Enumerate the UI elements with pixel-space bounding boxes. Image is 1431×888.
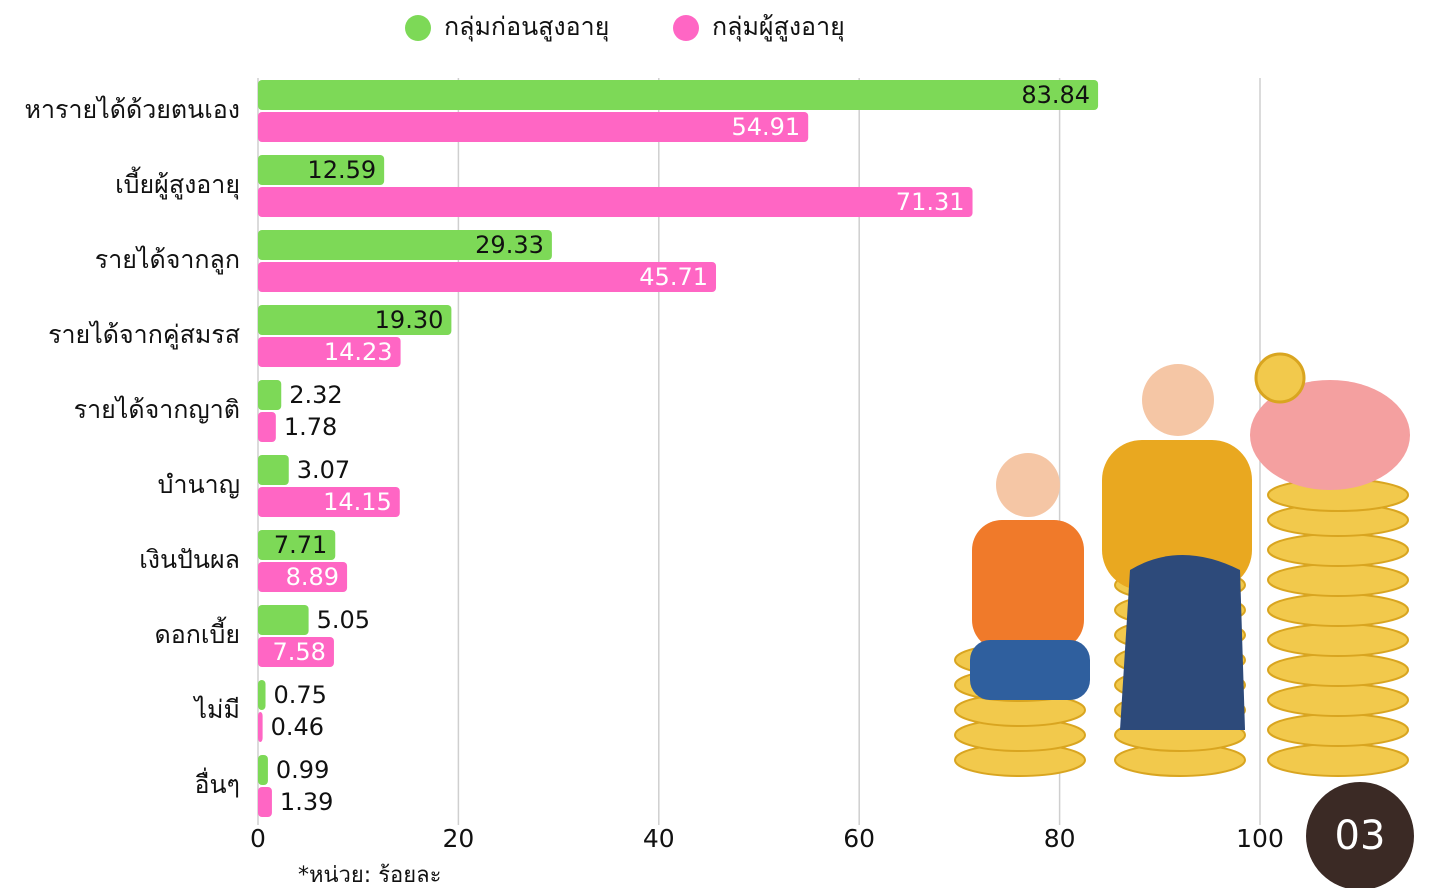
legend-marker — [673, 15, 699, 41]
bar — [258, 530, 336, 560]
bar — [258, 562, 348, 592]
bar — [258, 230, 552, 260]
bar — [258, 262, 717, 292]
x-tick-label: 20 — [442, 824, 474, 853]
category-label: หารายได้ด้วยตนเอง — [25, 95, 240, 124]
bar — [258, 305, 452, 335]
bar — [258, 80, 1099, 110]
value-label: 3.07 — [297, 456, 350, 484]
value-label: 1.78 — [284, 413, 337, 441]
category-label: เงินปันผล — [139, 545, 240, 574]
value-label: 54.91 — [731, 113, 800, 141]
bar — [258, 712, 263, 742]
bar — [258, 755, 268, 785]
value-label: 29.33 — [475, 231, 544, 259]
category-label: ไม่มี — [192, 695, 240, 724]
bar — [258, 605, 309, 635]
category-label: เบี้ยผู้สูงอายุ — [115, 166, 240, 200]
value-label: 0.99 — [276, 756, 329, 784]
category-label: รายได้จากคู่สมรส — [48, 320, 240, 350]
category-label: รายได้จากญาติ — [74, 395, 240, 424]
bar — [258, 337, 401, 367]
bar — [258, 455, 289, 485]
value-label: 7.58 — [273, 638, 326, 666]
value-label: 1.39 — [280, 788, 333, 816]
value-label: 71.31 — [896, 188, 965, 216]
value-label: 8.89 — [286, 563, 339, 591]
x-tick-label: 80 — [1044, 824, 1076, 853]
value-label: 45.71 — [639, 263, 708, 291]
value-label: 0.75 — [274, 681, 327, 709]
bar — [258, 412, 276, 442]
bar — [258, 155, 385, 185]
bar — [258, 380, 282, 410]
value-label: 2.32 — [289, 381, 342, 409]
value-label: 19.30 — [375, 306, 444, 334]
category-label: บำนาญ — [158, 470, 240, 499]
x-tick-label: 60 — [843, 824, 875, 853]
legend-label: กลุ่มผู้สูงอายุ — [712, 12, 845, 42]
value-label: 12.59 — [307, 156, 376, 184]
value-label: 5.05 — [317, 606, 370, 634]
value-label: 14.15 — [323, 488, 392, 516]
x-tick-label: 0 — [250, 824, 266, 853]
legend-label: กลุ่มก่อนสูงอายุ — [444, 12, 609, 42]
note: *หน่วย: ร้อยละ — [298, 863, 441, 888]
x-tick-label: 40 — [643, 824, 675, 853]
category-label: ดอกเบี้ย — [155, 616, 240, 649]
bar — [258, 487, 400, 517]
value-label: 7.71 — [274, 531, 327, 559]
x-tick-label: 100 — [1236, 824, 1284, 853]
bar — [258, 187, 973, 217]
value-label: 83.84 — [1021, 81, 1090, 109]
badge-text: 03 — [1335, 813, 1386, 859]
value-label: 0.46 — [271, 713, 324, 741]
category-label: รายได้จากลูก — [95, 245, 240, 275]
bar — [258, 112, 809, 142]
legend-marker — [405, 15, 431, 41]
value-label: 14.23 — [324, 338, 393, 366]
illustration — [954, 352, 1410, 777]
bar — [258, 637, 334, 667]
bar — [258, 787, 272, 817]
category-label: อื่นๆ — [194, 767, 240, 799]
badge: 03 — [1306, 782, 1414, 888]
bar — [258, 680, 266, 710]
